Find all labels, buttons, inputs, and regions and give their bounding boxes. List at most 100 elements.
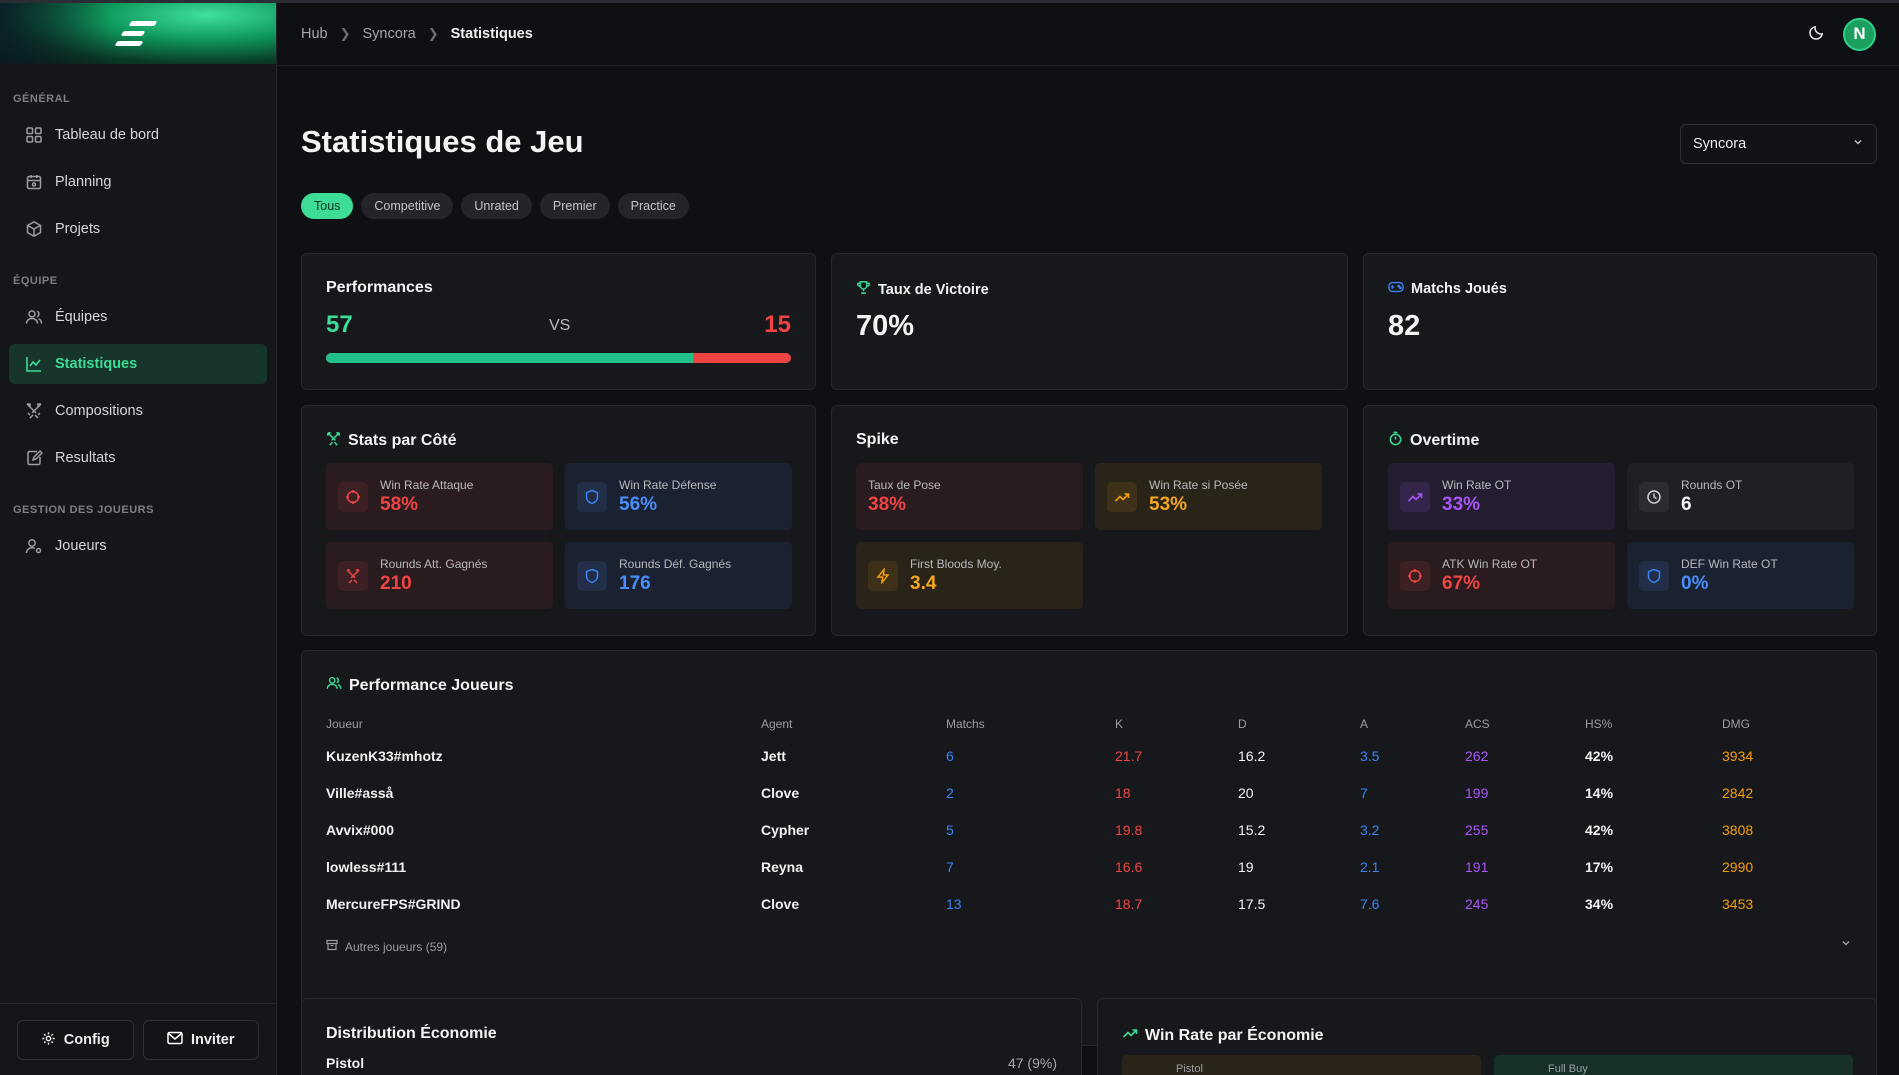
wins-count: 57 — [326, 311, 353, 338]
table-cell: 21.7 — [1115, 747, 1143, 764]
breadcrumb: Hub ❯ Syncora ❯ Statistiques — [301, 26, 533, 42]
tile-label: DEF Win Rate OT — [1681, 556, 1778, 571]
sidebar-item-label: Planning — [55, 174, 112, 190]
tile-first-bloods: First Bloods Moy. 3.4 — [856, 542, 1083, 609]
table-cell: 3453 — [1722, 895, 1754, 912]
table-row[interactable]: Avvix#000 Cypher 5 19.8 15.2 3.2 255 42% 3808 — [326, 811, 1836, 848]
gear-icon — [41, 1031, 56, 1050]
sidebar-item-statistiques[interactable]: Statistiques — [9, 344, 267, 384]
sidebar-item-label: Tableau de bord — [55, 127, 159, 143]
sidebar-footer: Config Inviter — [0, 1003, 276, 1075]
tile-value: 38% — [868, 493, 907, 515]
column-header[interactable]: Matchs — [946, 717, 985, 731]
moon-icon[interactable] — [1808, 24, 1825, 44]
trophy-icon — [856, 280, 871, 299]
table-cell: 18 — [1115, 784, 1131, 801]
chevron-down-icon[interactable] — [1840, 937, 1852, 952]
filter-competitive[interactable]: Competitive — [361, 193, 454, 219]
spike-title: Spike — [856, 431, 899, 448]
tile-value: 3.4 — [910, 572, 937, 594]
team-select[interactable]: Syncora — [1680, 124, 1877, 164]
table-cell: 191 — [1465, 858, 1489, 875]
losses-count: 15 — [764, 311, 791, 338]
column-header[interactable]: ACS — [1465, 717, 1490, 731]
table-row[interactable]: Ville#asså Clove 2 18 20 7 199 14% 2842 — [326, 774, 1836, 811]
table-cell: 2.1 — [1360, 858, 1380, 875]
sidebar-item-label: Équipes — [55, 309, 108, 325]
tile-label: Rounds OT — [1681, 477, 1743, 492]
swords-icon — [25, 402, 43, 420]
breadcrumb-hub[interactable]: Hub — [301, 26, 328, 42]
box-icon — [25, 220, 43, 238]
breadcrumb-syncora[interactable]: Syncora — [362, 26, 416, 42]
economy-title: Distribution Économie — [326, 1025, 497, 1042]
table-cell: 2 — [946, 784, 954, 801]
sidebar-item-label: Statistiques — [55, 356, 138, 372]
sidebar-item-equipes[interactable]: Équipes — [9, 297, 267, 337]
chevron-right-icon: ❯ — [427, 26, 439, 41]
archive-icon — [326, 939, 338, 954]
column-header[interactable]: Agent — [761, 717, 793, 731]
app-logo[interactable] — [0, 3, 276, 64]
chevron-down-icon — [1852, 136, 1864, 152]
clock-icon — [1639, 481, 1669, 512]
table-cell: 14% — [1585, 784, 1614, 801]
column-header[interactable]: A — [1360, 717, 1369, 731]
tile-label: ATK Win Rate OT — [1442, 556, 1538, 571]
tile-def-win-rate-ot: DEF Win Rate OT 0% — [1627, 542, 1854, 609]
tile-label: Rounds Déf. Gagnés — [619, 556, 732, 571]
overtime-title: Overtime — [1410, 432, 1480, 449]
sidebar-item-tableau-de-bord[interactable]: Tableau de bord — [9, 115, 267, 155]
tile-label: Rounds Att. Gagnés — [380, 556, 488, 571]
more-players-toggle[interactable]: Autres joueurs (59) — [326, 939, 447, 954]
config-button[interactable]: Config — [17, 1020, 134, 1060]
table-row[interactable]: KuzenK33#mhotz Jett 6 21.7 16.2 3.5 262 42% 3934 — [326, 737, 1836, 774]
tile-value: 67% — [1442, 572, 1481, 594]
win-rate-title: Taux de Victoire — [878, 281, 989, 298]
column-header[interactable]: DMG — [1722, 717, 1750, 731]
invite-button[interactable]: Inviter — [142, 1020, 259, 1060]
crosshair-icon — [1400, 560, 1430, 591]
tile-label: Win Rate Attaque — [380, 477, 474, 492]
shield-icon — [1639, 560, 1669, 591]
table-row[interactable]: lowless#111 Reyna 7 16.6 19 2.1 191 17% 2990 — [326, 848, 1836, 885]
tile-value: 58% — [380, 493, 419, 515]
table-cell: Clove — [761, 784, 800, 801]
filter-practice[interactable]: Practice — [617, 193, 689, 219]
table-cell: 6 — [946, 747, 954, 764]
column-header[interactable]: K — [1115, 717, 1124, 731]
sidebar-item-joueurs[interactable]: Joueurs — [9, 526, 267, 566]
table-cell: 19.8 — [1115, 821, 1143, 838]
grid-icon — [25, 126, 43, 144]
tile-win-rate-attaque: Win Rate Attaque 58% — [326, 463, 553, 530]
matches-title: Matchs Joués — [1411, 281, 1507, 297]
avatar[interactable]: N — [1843, 17, 1876, 51]
table-row[interactable]: MercureFPS#GRIND Clove 13 18.7 17.5 7.6 245 34%… — [326, 885, 1836, 922]
tile-rounds-ot: Rounds OT 6 — [1627, 463, 1854, 530]
column-header[interactable]: HS% — [1585, 717, 1613, 731]
section-equipe: ÉQUIPE — [13, 275, 58, 287]
table-cell: Clove — [761, 895, 800, 912]
filter-unrated[interactable]: Unrated — [461, 193, 532, 219]
table-cell: 16.2 — [1238, 747, 1266, 764]
column-header[interactable]: D — [1238, 717, 1247, 731]
side-stats-title: Stats par Côté — [348, 432, 457, 449]
filter-premier[interactable]: Premier — [539, 193, 610, 219]
section-general: GÉNÉRAL — [13, 93, 71, 105]
sidebar-item-resultats[interactable]: Resultats — [9, 438, 267, 478]
tile-win-rate-ot: Win Rate OT 33% — [1388, 463, 1615, 530]
overtime-card: Overtime Win Rate OT 33% Rounds OT 6 ATK W… — [1363, 405, 1877, 636]
team-select-value: Syncora — [1693, 136, 1747, 152]
table-cell: Cypher — [761, 821, 810, 838]
filter-tous[interactable]: Tous — [301, 193, 354, 219]
sidebar-item-planning[interactable]: Planning — [9, 162, 267, 202]
sidebar-item-projets[interactable]: Projets — [9, 209, 267, 249]
column-header[interactable]: Joueur — [326, 717, 363, 731]
win-loss-bar — [326, 353, 791, 363]
sidebar-item-compositions[interactable]: Compositions — [9, 391, 267, 431]
table-cell: 3808 — [1722, 821, 1754, 838]
tile-label: Win Rate OT — [1442, 477, 1512, 492]
tile-atk-win-rate-ot: ATK Win Rate OT 67% — [1388, 542, 1615, 609]
sidebar-item-label: Compositions — [55, 403, 143, 419]
tile-label: First Bloods Moy. — [910, 556, 1002, 571]
